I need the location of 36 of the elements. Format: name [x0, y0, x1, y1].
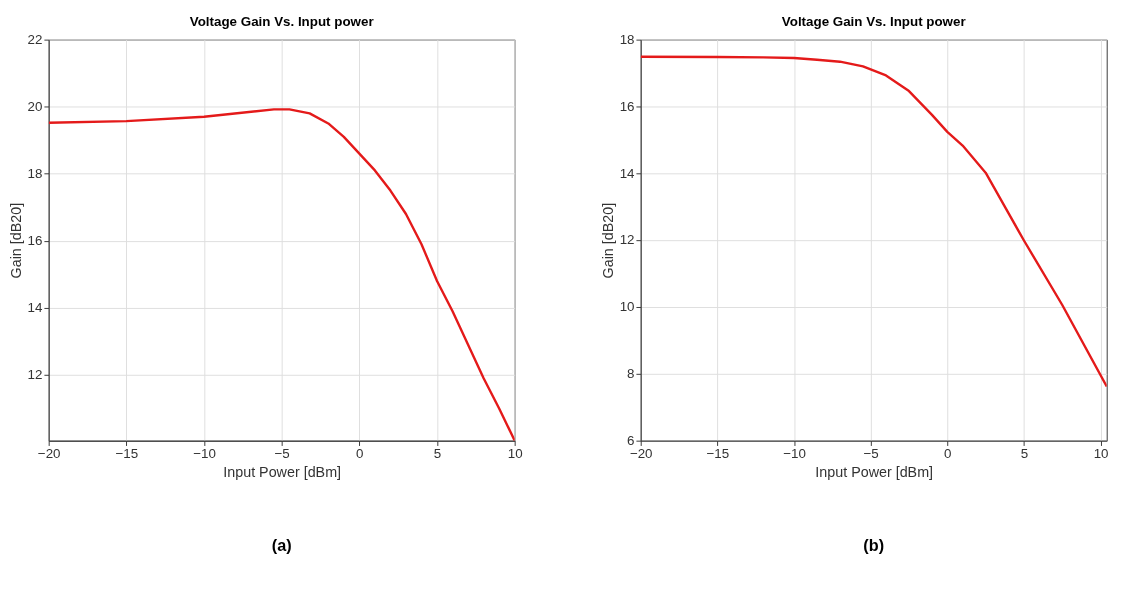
- y-tick-label: 16: [619, 98, 635, 114]
- y-tick-label: 16: [27, 233, 43, 249]
- y-tick-label: 22: [27, 31, 43, 47]
- chart-title: Voltage Gain Vs. Input power: [189, 14, 374, 30]
- y-axis-title: Gain [dB20]: [599, 202, 616, 279]
- y-tick-label: 14: [619, 165, 636, 181]
- x-tick-label: −15: [706, 446, 730, 462]
- y-tick-label: 14: [27, 300, 44, 316]
- x-axis-title: Input Power [dBm]: [223, 463, 342, 480]
- y-tick-label: 12: [619, 232, 635, 248]
- y-tick-label: 18: [27, 166, 43, 182]
- x-tick-label: 10: [1093, 446, 1109, 462]
- x-axis-title: Input Power [dBm]: [815, 463, 934, 480]
- x-tick-label: 5: [433, 446, 442, 462]
- text: (b): [863, 535, 885, 554]
- x-tick-label: −20: [37, 446, 61, 462]
- chart-title: Voltage Gain Vs. Input power: [781, 14, 966, 30]
- x-tick-label: 10: [507, 446, 523, 462]
- line-series: [640, 55, 1107, 388]
- y-tick-label: 18: [619, 31, 635, 47]
- x-tick-label: 5: [1020, 446, 1029, 462]
- x-tick-label: −5: [863, 446, 879, 462]
- x-tick-label: −15: [115, 446, 139, 462]
- y-tick-label: 6: [627, 432, 635, 448]
- x-tick-label: −10: [783, 446, 806, 462]
- y-tick-label: 10: [619, 299, 635, 315]
- x-tick-label: −20: [629, 446, 653, 462]
- x-tick-label: 0: [356, 446, 364, 462]
- text: (a): [271, 535, 292, 554]
- y-tick-label: 20: [27, 99, 43, 114]
- x-tick-label: −5: [274, 446, 290, 462]
- x-tick-label: 0: [944, 446, 952, 462]
- y-axis-title: Gain [dB20]: [7, 202, 24, 279]
- x-tick-label: −10: [193, 446, 216, 462]
- y-tick-label: 12: [27, 367, 43, 383]
- y-tick-label: 8: [627, 366, 635, 382]
